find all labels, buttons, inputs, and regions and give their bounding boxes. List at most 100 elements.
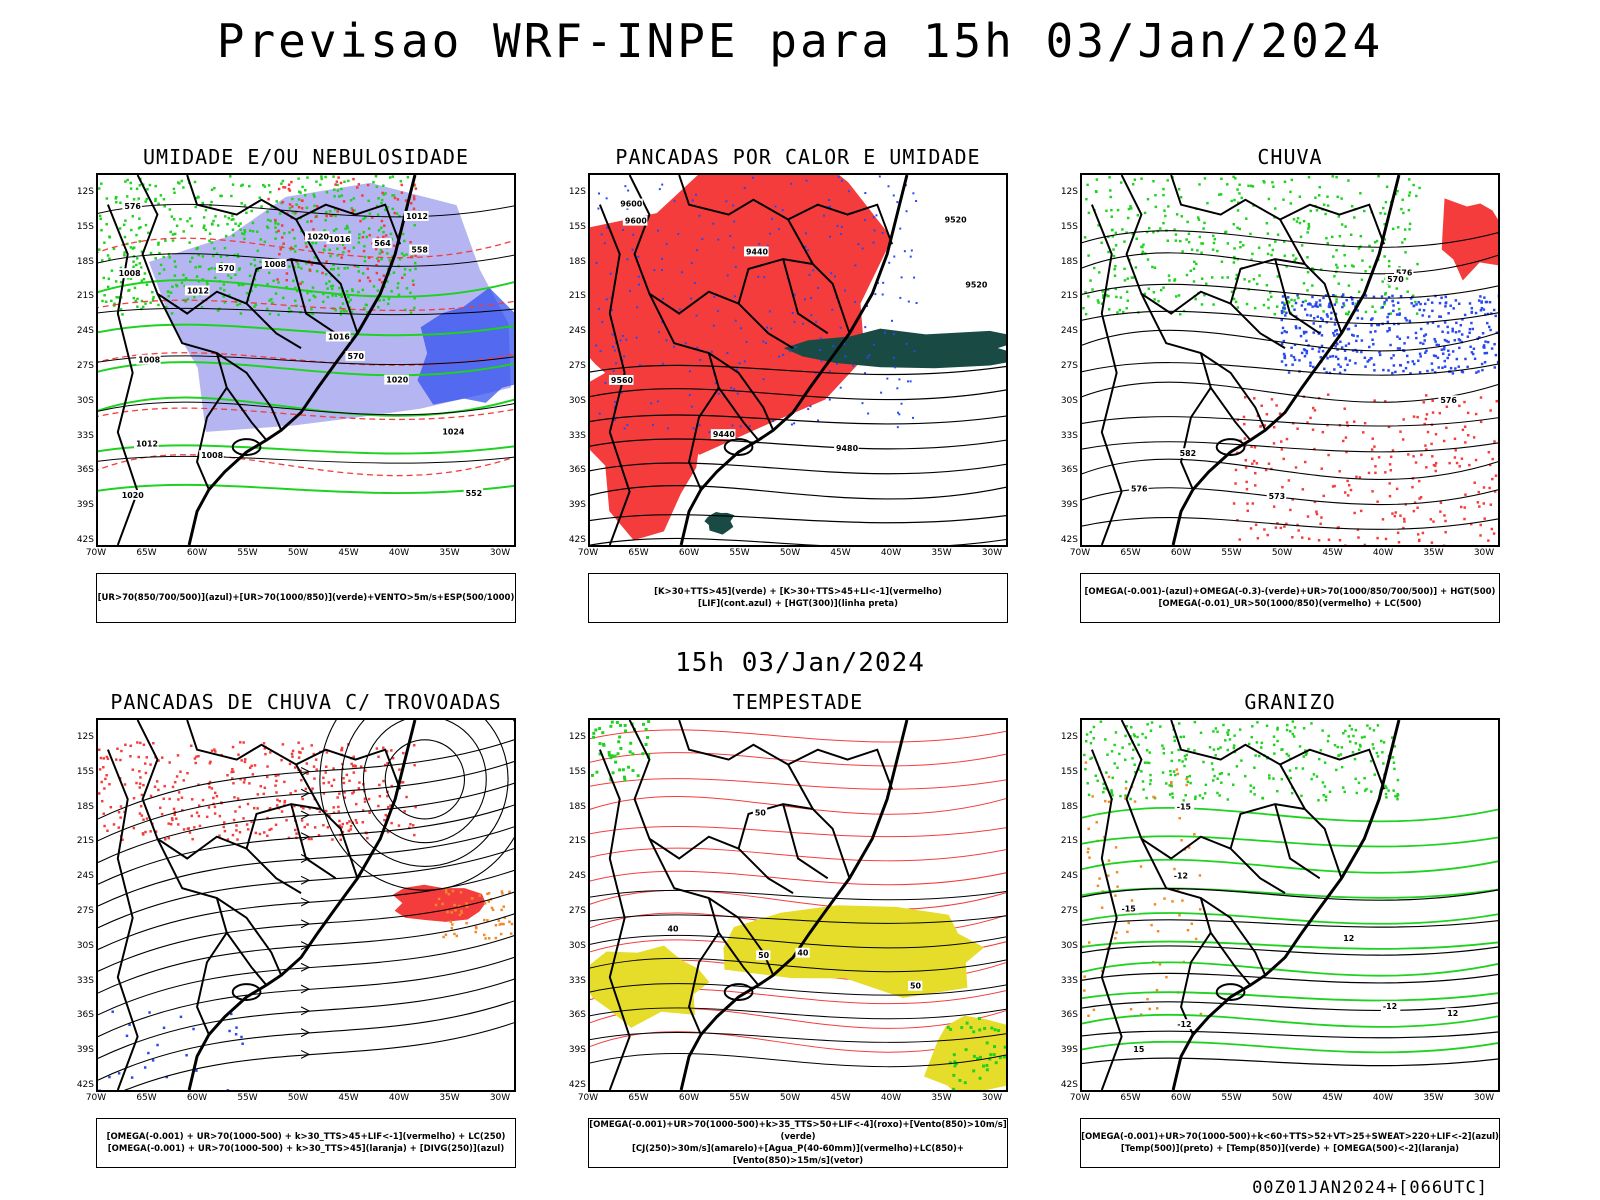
country-borders (1090, 720, 1401, 1090)
latitude-tick-label: 39S (1060, 500, 1078, 511)
latitude-tick-label: 33S (568, 975, 586, 986)
latitude-tick-label: 15S (568, 766, 586, 777)
longitude-tick-label: 35W (439, 548, 460, 558)
contour-label: 1012 (187, 286, 209, 295)
map-frame: 9600 9600 9560 9520 9520 9480 9440 9440 (588, 173, 1008, 547)
panel-legend: [UR>70(850/700/500)](azul)+[UR>70(1000/8… (96, 573, 516, 623)
contour-label: 1016 (328, 332, 351, 341)
longitude-tick-label: 65W (136, 1093, 157, 1103)
instability-area-south (590, 355, 717, 541)
legend-line: [K>30+TTS>45](verde) + [K>30+TTS>45+LI<-… (654, 587, 942, 597)
contour-label: 50 (755, 808, 767, 817)
longitude-tick-label: 40W (880, 548, 902, 558)
longitude-tick-label: 55W (237, 1093, 258, 1103)
contour-label: 576 (1396, 268, 1413, 277)
instability-green-area (783, 328, 1006, 369)
latitude-tick-label: 21S (1060, 291, 1078, 302)
contour-label: 9480 (836, 444, 859, 453)
latitude-tick-label: 42S (1060, 535, 1078, 545)
humidity-1000-speckle (98, 175, 417, 316)
height-500-contours (1082, 230, 1498, 530)
latitude-tick-label: 12S (568, 732, 586, 742)
latitude-tick-label: 27S (568, 906, 586, 916)
latitude-tick-label: 39S (76, 1045, 94, 1056)
latitude-tick-label: 12S (568, 187, 586, 197)
instability-green-spot (704, 511, 735, 535)
panel-legend: [OMEGA(-0.001)-(azul)+OMEGA(-0.3)-(verde… (1080, 573, 1500, 623)
contour-label: 1012 (406, 212, 428, 221)
map-canvas: -12 -12 -12 -15 -15 12 12 15 (1082, 720, 1498, 1090)
legend-line: [Temp(500)](preto) + [Temp(850)](verde) … (1120, 1144, 1460, 1154)
latitude-tick-label: 36S (1060, 465, 1078, 476)
longitude-tick-label: 50W (287, 548, 309, 558)
contour-label: 50 (910, 982, 922, 991)
contour-label: 576 (1440, 396, 1457, 405)
latitude-tick-label: 27S (76, 361, 94, 371)
latitude-tick-label: 39S (1060, 1045, 1078, 1056)
longitude-tick-label: 45W (338, 1093, 359, 1103)
legend-line: [OMEGA(-0.001)-(azul)+OMEGA(-0.3)-(verde… (1084, 587, 1496, 597)
longitude-tick-label: 50W (1271, 1093, 1293, 1103)
contour-label: 1020 (307, 232, 330, 241)
map-canvas (98, 720, 514, 1090)
latitude-tick-label: 42S (76, 1080, 94, 1090)
longitude-tick-label: 60W (678, 1093, 700, 1103)
height-300-contours (590, 364, 1006, 545)
latitude-tick-label: 18S (76, 801, 94, 812)
temp-500-contours (1082, 888, 1498, 1067)
contour-label: 9560 (611, 376, 634, 385)
streamlines-250 (98, 720, 514, 1090)
contour-label: 1016 (329, 235, 352, 244)
jet-stream-area-west (590, 945, 710, 1028)
panel-chuva: CHUVA 576 576 576 573 570 582 12S 15S 18S 21S 24S 27… (1034, 145, 1504, 645)
contour-label: -12 (1177, 1020, 1191, 1029)
contour-label: 9520 (945, 216, 968, 225)
contour-label: 573 (1269, 492, 1286, 501)
latitude-tick-label: 24S (1060, 326, 1078, 337)
latitude-tick-label: 15S (1060, 221, 1078, 232)
contour-label: 1020 (122, 491, 145, 500)
legend-line: [OMEGA(-0.001) + UR>70(1000-500) + k>30_… (107, 1144, 505, 1154)
latitude-tick-label: 15S (568, 221, 586, 232)
contour-labels: 9600 9600 9560 9520 9520 9480 9440 9440 (608, 198, 988, 453)
latitude-tick-label: 33S (1060, 430, 1078, 441)
longitude-tick-label: 55W (729, 548, 750, 558)
contour-label: 1020 (386, 376, 409, 385)
panel-legend: [K>30+TTS>45](verde) + [K>30+TTS>45+LI<-… (588, 573, 1008, 623)
map-frame: 576 576 576 573 570 582 (1080, 173, 1500, 547)
page-title: Previsao WRF-INPE para 15h 03/Jan/2024 (216, 14, 1384, 68)
map-frame: 1008 1008 1008 1008 1012 1012 1012 1016 1016 1020… (96, 173, 516, 547)
latitude-tick-label: 15S (76, 766, 94, 777)
contour-label: 1008 (138, 356, 161, 365)
longitude-tick-label: 50W (1271, 548, 1293, 558)
contour-label: 50 (758, 951, 770, 960)
latitude-tick-label: 18S (76, 256, 94, 267)
longitude-tick-label: 35W (1423, 1093, 1444, 1103)
contour-labels: 40 50 50 40 50 (665, 807, 923, 991)
contour-label: 570 (1387, 275, 1404, 284)
contour-label: 582 (1180, 449, 1197, 458)
longitude-tick-label: 45W (1322, 548, 1343, 558)
map-frame: -12 -12 -12 -15 -15 12 12 15 (1080, 718, 1500, 1092)
panel-granizo: GRANIZO -12 -12 -12 -15 -15 12 12 15 12S 15S 18S 21S… (1034, 690, 1504, 1190)
contour-label: 1008 (119, 269, 142, 278)
temp-850-speckle (1083, 720, 1400, 802)
longitude-tick-label: 30W (1473, 548, 1495, 558)
longitude-tick-label: 60W (1170, 1093, 1192, 1103)
latitude-tick-label: 39S (76, 500, 94, 511)
contour-label: 9440 (713, 430, 736, 439)
latitude-tick-label: 21S (76, 836, 94, 847)
latitude-tick-label: 21S (76, 291, 94, 302)
latitude-tick-label: 42S (568, 535, 586, 545)
latitude-tick-label: 24S (76, 326, 94, 337)
longitude-tick-label: 70W (577, 548, 599, 558)
map-frame: 40 50 50 40 50 (588, 718, 1008, 1092)
longitude-tick-label: 60W (186, 1093, 208, 1103)
longitude-tick-label: 45W (338, 548, 359, 558)
longitude-tick-label: 40W (880, 1093, 902, 1103)
contour-label: -15 (1121, 904, 1135, 913)
longitude-tick-label: 70W (577, 1093, 599, 1103)
latitude-tick-label: 18S (568, 801, 586, 812)
contour-label: 576 (124, 202, 141, 211)
latitude-tick-label: 33S (568, 430, 586, 441)
